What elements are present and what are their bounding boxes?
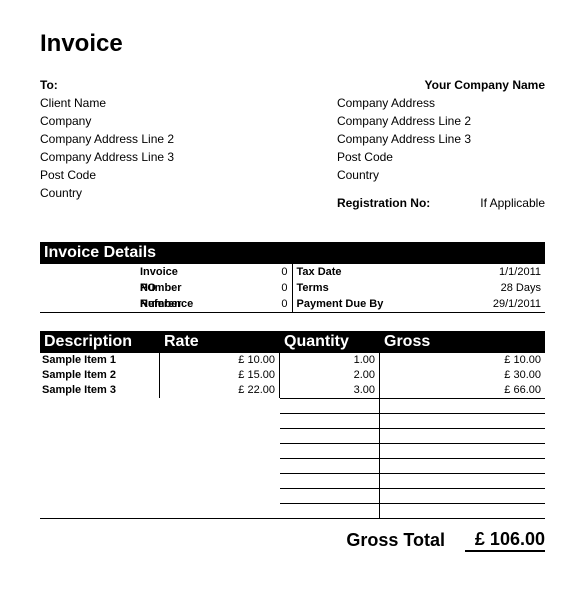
cell-gross: £ 10.00	[380, 353, 545, 368]
detail-label: Payment Due By	[293, 296, 413, 312]
table-row: Sample Item 1£ 10.001.00£ 10.00	[40, 353, 545, 368]
detail-label: Reference	[40, 296, 160, 312]
cell-rate: £ 10.00	[160, 353, 280, 368]
items-body: Sample Item 1£ 10.001.00£ 10.00Sample It…	[40, 353, 545, 519]
cell-description: Sample Item 1	[40, 353, 160, 368]
header-description: Description	[40, 331, 160, 353]
table-row-empty	[40, 488, 545, 503]
header-quantity: Quantity	[280, 331, 380, 353]
cell-gross: £ 30.00	[380, 368, 545, 383]
detail-value: 28 Days	[413, 280, 546, 296]
cell-quantity: 2.00	[280, 368, 380, 383]
registration-value: If Applicable	[480, 194, 545, 212]
table-row-empty	[40, 398, 545, 413]
items-header: Description Rate Quantity Gross	[40, 331, 545, 353]
from-line: Post Code	[337, 148, 545, 166]
registration-label: Registration No:	[337, 194, 447, 212]
from-block: Your Company Name Company Address Compan…	[337, 76, 545, 212]
detail-label: Terms	[293, 280, 413, 296]
details-right: Tax Date1/1/2011 Terms28 Days Payment Du…	[293, 264, 546, 312]
table-row-empty	[40, 473, 545, 488]
detail-value: 0	[160, 296, 293, 312]
table-row-empty	[40, 413, 545, 428]
total-label: Gross Total	[346, 530, 445, 551]
detail-value: 29/1/2011	[413, 296, 546, 312]
detail-label: Invoice Number	[40, 264, 160, 280]
invoice-title: Invoice	[40, 30, 545, 58]
table-row: Sample Item 2£ 15.002.00£ 30.00	[40, 368, 545, 383]
to-block: To: Client Name Company Company Address …	[40, 76, 174, 212]
detail-value: 0	[160, 264, 293, 280]
to-line: Country	[40, 184, 174, 202]
detail-label: Tax Date	[293, 264, 413, 280]
to-line: Post Code	[40, 166, 174, 184]
from-line: Country	[337, 166, 545, 184]
header-rate: Rate	[160, 331, 280, 353]
from-line: Company Address	[337, 94, 545, 112]
cell-rate: £ 22.00	[160, 383, 280, 398]
cell-gross: £ 66.00	[380, 383, 545, 398]
to-label: To:	[40, 76, 174, 94]
cell-quantity: 3.00	[280, 383, 380, 398]
details-heading: Invoice Details	[40, 242, 545, 264]
registration-row: Registration No: If Applicable	[337, 194, 545, 212]
to-line: Company	[40, 112, 174, 130]
detail-label: PO Number	[40, 280, 160, 296]
from-line: Company Address Line 3	[337, 130, 545, 148]
total-value: £ 106.00	[465, 529, 545, 552]
table-row-empty	[40, 458, 545, 473]
table-row-empty	[40, 428, 545, 443]
cell-description: Sample Item 2	[40, 368, 160, 383]
cell-quantity: 1.00	[280, 353, 380, 368]
total-row: Gross Total £ 106.00	[40, 529, 545, 552]
cell-description: Sample Item 3	[40, 383, 160, 398]
from-line: Company Address Line 2	[337, 112, 545, 130]
to-line: Client Name	[40, 94, 174, 112]
detail-value: 0	[160, 280, 293, 296]
table-row-empty	[40, 443, 545, 458]
cell-rate: £ 15.00	[160, 368, 280, 383]
details-left: Invoice Number0 PO Number0 Reference0	[40, 264, 293, 312]
from-label: Your Company Name	[337, 76, 545, 94]
header-gross: Gross	[380, 331, 545, 353]
table-row-empty	[40, 503, 545, 518]
to-line: Company Address Line 3	[40, 148, 174, 166]
header-section: To: Client Name Company Company Address …	[40, 76, 545, 212]
table-row: Sample Item 3£ 22.003.00£ 66.00	[40, 383, 545, 398]
detail-value: 1/1/2011	[413, 264, 546, 280]
details-grid: Invoice Number0 PO Number0 Reference0 Ta…	[40, 264, 545, 313]
to-line: Company Address Line 2	[40, 130, 174, 148]
